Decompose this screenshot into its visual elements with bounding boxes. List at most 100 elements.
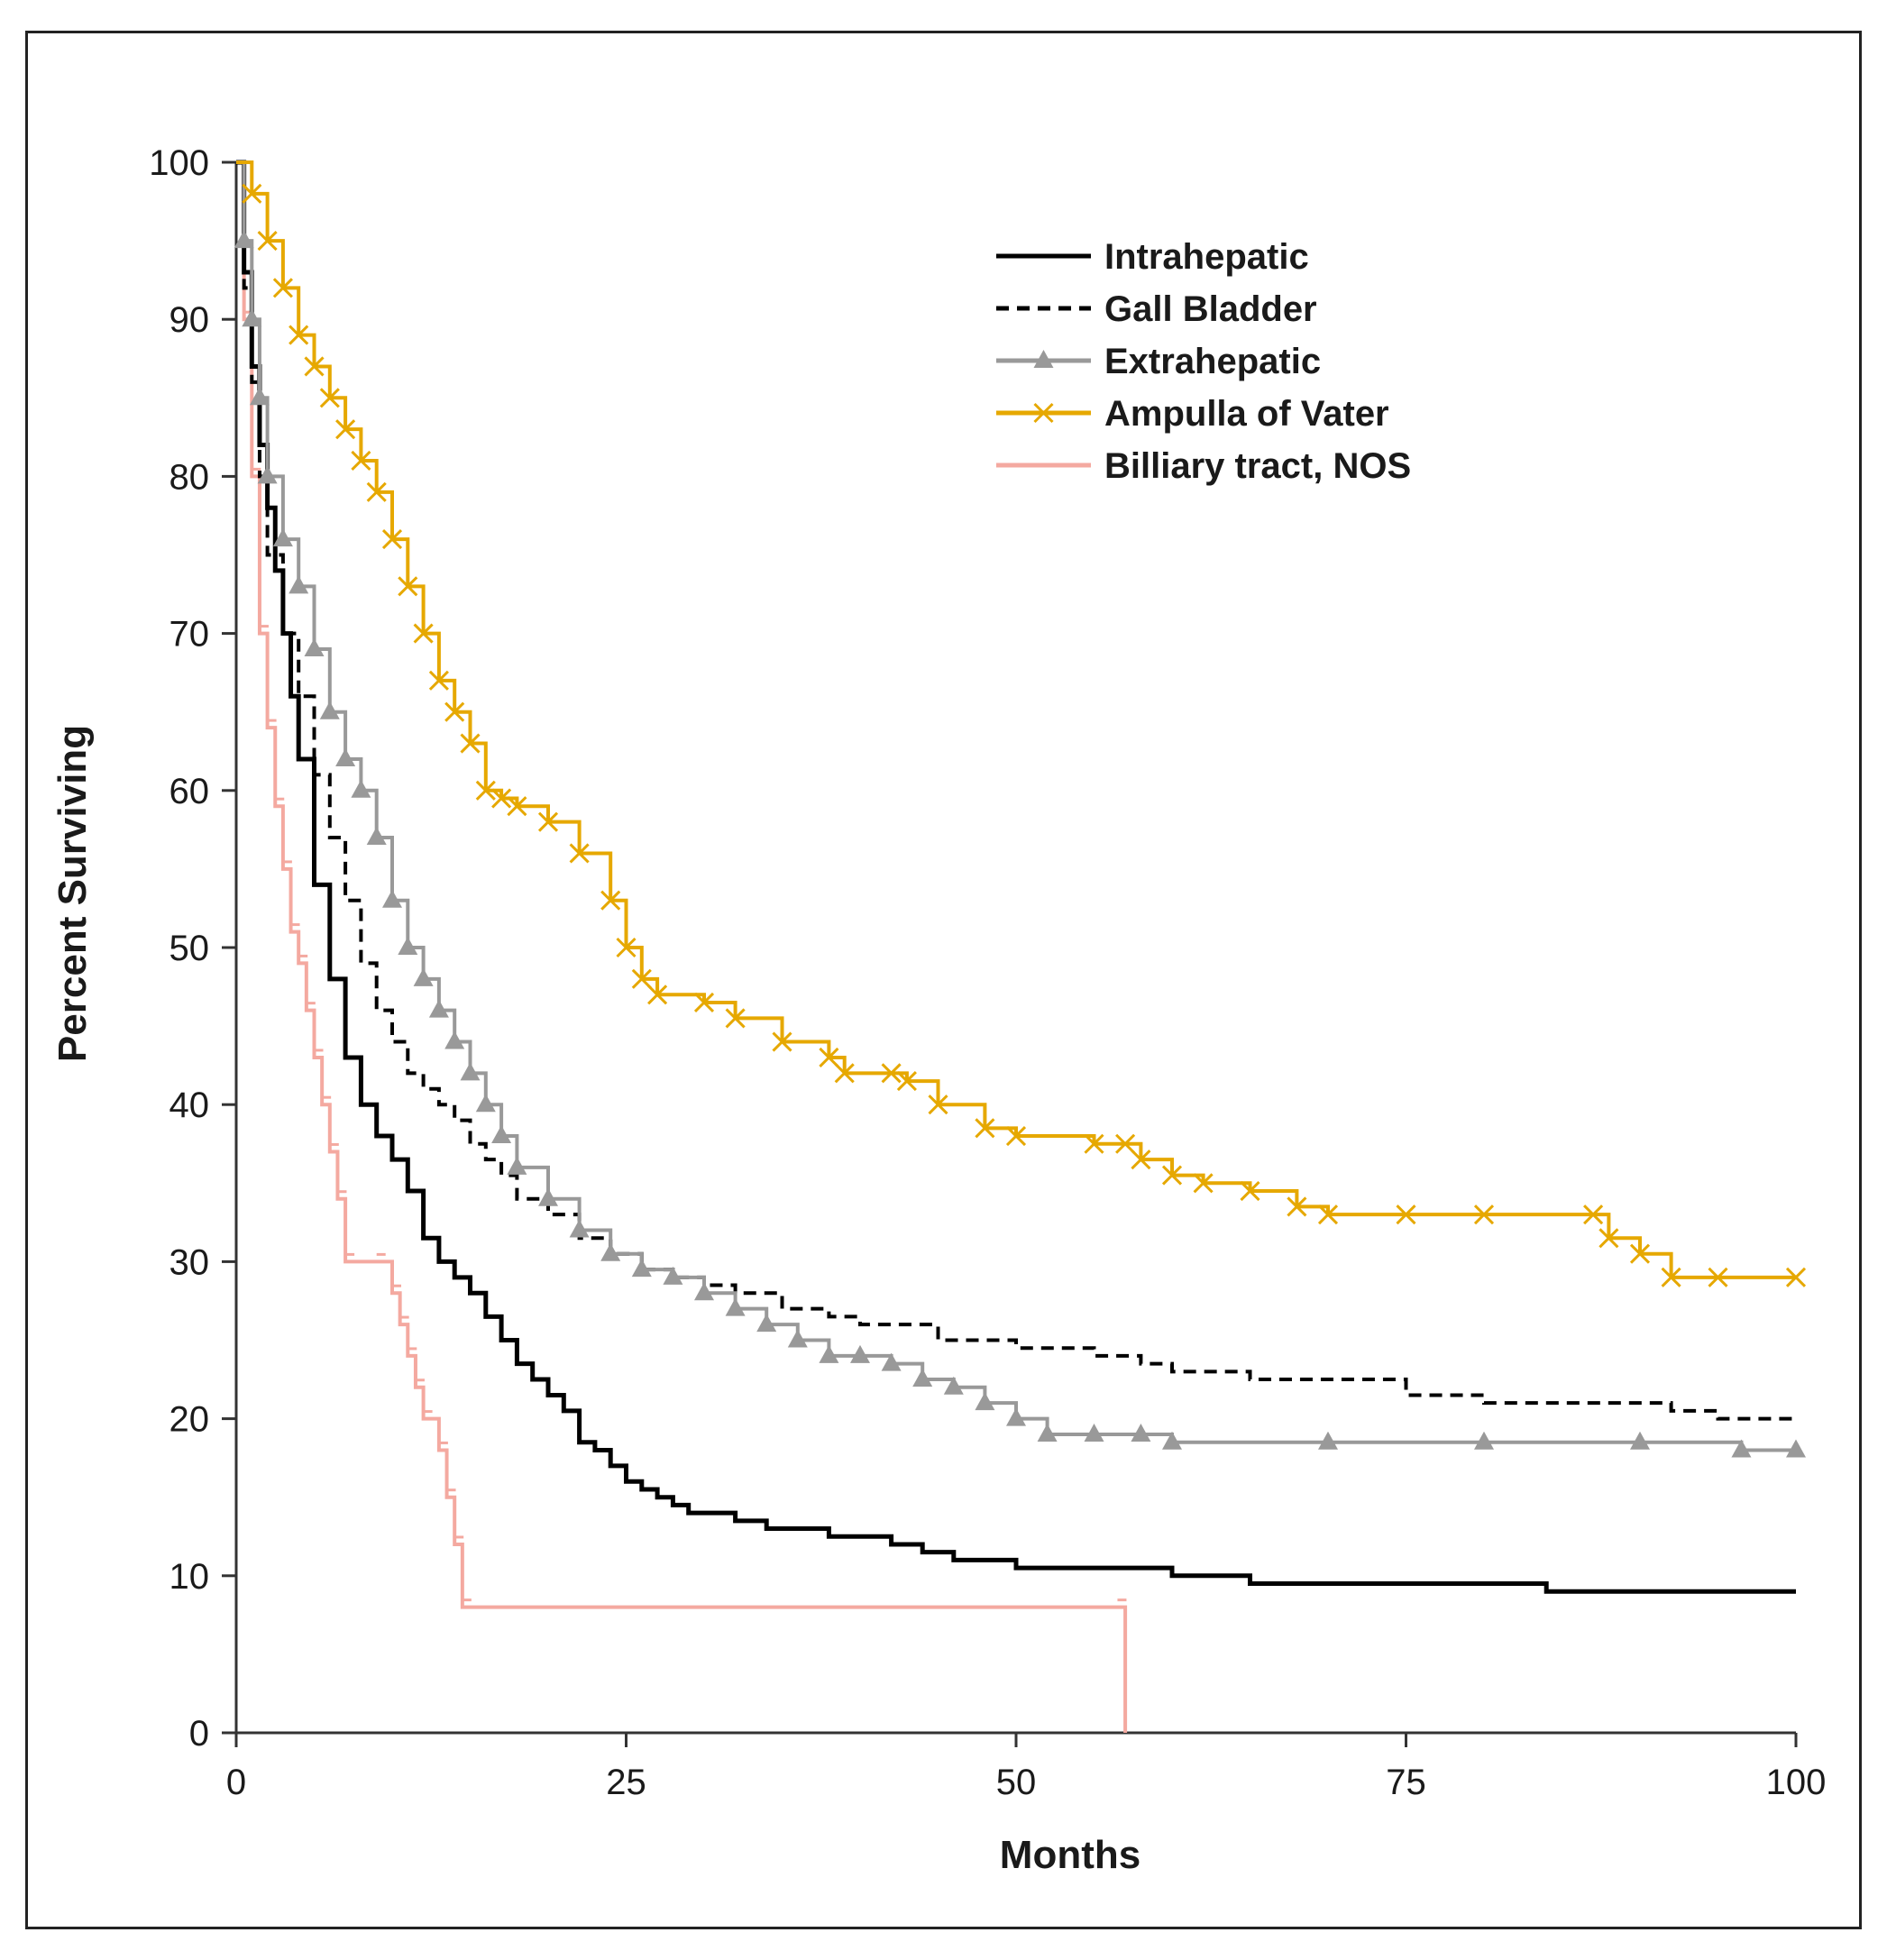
data-point	[928, 1094, 948, 1115]
series-billiary-tract-nos	[236, 160, 1128, 1733]
data-point	[1786, 1439, 1806, 1458]
data-point	[1287, 1196, 1307, 1217]
data-point	[398, 576, 418, 597]
data-point	[304, 356, 325, 377]
data-point	[787, 1329, 808, 1348]
data-point	[1708, 1267, 1728, 1287]
series-intrahepatic	[236, 160, 1796, 1594]
data-point	[413, 623, 434, 644]
data-point	[257, 231, 278, 252]
data-point	[1115, 1133, 1136, 1154]
data-point	[647, 985, 668, 1005]
data-point	[491, 788, 512, 809]
data-point	[834, 1063, 855, 1084]
data-point	[1731, 1439, 1752, 1458]
y-tick-label: 80	[169, 457, 210, 497]
data-point	[1037, 1424, 1058, 1443]
data-point	[725, 1297, 746, 1316]
series-ampulla-of-vater	[236, 160, 1807, 1287]
data-point	[381, 529, 403, 550]
series-line-ampulla-of-vater	[236, 160, 1796, 1279]
series-extrahepatic	[234, 160, 1806, 1458]
series-line-billiary-tract-nos	[236, 160, 1128, 1733]
y-tick-label: 0	[189, 1714, 209, 1754]
y-tick-label: 60	[169, 772, 210, 811]
axes: 0 25 50 75 100 0 10 20 30 40 50 60 70 80 90 100	[149, 143, 1826, 1802]
data-point	[366, 481, 387, 502]
legend-label-billiary-tract: Billiary tract, NOS	[1104, 446, 1411, 486]
data-point	[975, 1118, 995, 1139]
data-point	[1396, 1204, 1416, 1225]
data-point	[850, 1344, 870, 1363]
data-point	[1473, 1204, 1495, 1225]
y-tick-label: 40	[169, 1085, 210, 1125]
data-point	[1131, 1149, 1151, 1170]
data-point	[1006, 1407, 1026, 1426]
data-point	[1193, 1173, 1214, 1194]
data-point	[631, 968, 652, 989]
legend-label-intrahepatic: Intrahepatic	[1104, 237, 1309, 277]
x-tick-label: 100	[1766, 1763, 1827, 1802]
data-point	[304, 638, 325, 657]
data-point	[1240, 1180, 1260, 1202]
legend-label-ampulla-of-vater: Ampulla of Vater	[1104, 394, 1389, 434]
y-tick-label: 70	[169, 615, 210, 655]
x-tick-label: 75	[1386, 1763, 1426, 1802]
data-point	[1161, 1165, 1183, 1186]
data-point	[272, 278, 293, 298]
legend-item-intrahepatic: Intrahepatic	[996, 237, 1309, 277]
y-tick-label: 30	[169, 1242, 210, 1282]
chart-frame	[25, 31, 1862, 1929]
legend-marker-x	[1033, 402, 1054, 424]
data-point	[507, 1156, 527, 1175]
y-tick-label: 20	[169, 1400, 210, 1440]
data-point	[1630, 1431, 1650, 1450]
data-point	[756, 1314, 777, 1333]
data-point	[398, 937, 418, 955]
data-point	[538, 1187, 558, 1206]
series-line-gall-bladder	[236, 160, 1796, 1421]
data-point	[507, 796, 527, 817]
legend-item-ampulla-of-vater: Ampulla of Vater	[996, 394, 1389, 434]
data-point	[694, 1282, 714, 1301]
legend: Intrahepatic Gall Bladder Extrahepatic A…	[996, 237, 1411, 486]
y-tick-label: 50	[169, 929, 210, 968]
data-point	[289, 325, 309, 345]
data-point	[1474, 1431, 1494, 1450]
data-point	[366, 827, 387, 846]
x-tick-label: 50	[996, 1763, 1037, 1802]
data-point	[234, 230, 254, 249]
data-point	[1162, 1431, 1182, 1450]
data-point	[1131, 1424, 1151, 1443]
data-point	[881, 1063, 902, 1084]
series-line-extrahepatic	[236, 160, 1796, 1452]
x-ticks: 0 25 50 75 100	[226, 1733, 1827, 1802]
x-axis-title: Months	[1000, 1833, 1140, 1877]
data-point	[249, 387, 270, 406]
y-axis-title: Percent Surviving	[50, 725, 95, 1062]
data-point	[819, 1344, 839, 1363]
data-point	[351, 450, 371, 472]
data-point	[819, 1047, 839, 1068]
data-point	[1084, 1424, 1104, 1443]
legend-label-gall-bladder: Gall Bladder	[1104, 289, 1317, 329]
data-point	[460, 1062, 481, 1081]
series-gall-bladder	[236, 160, 1796, 1421]
y-tick-label: 90	[169, 300, 210, 340]
data-point	[382, 889, 402, 908]
data-point	[491, 1125, 512, 1144]
legend-item-extrahepatic: Extrahepatic	[996, 342, 1321, 381]
series-line-intrahepatic	[236, 160, 1796, 1594]
data-point	[413, 967, 434, 986]
data-point	[1598, 1228, 1619, 1249]
x-tick-label: 0	[226, 1763, 246, 1802]
data-point	[537, 811, 559, 832]
data-point	[1084, 1133, 1104, 1154]
data-point	[1785, 1267, 1807, 1287]
y-tick-label: 10	[169, 1557, 210, 1597]
legend-item-gall-bladder: Gall Bladder	[996, 289, 1317, 329]
data-point	[460, 733, 481, 754]
data-point	[428, 670, 449, 691]
data-point	[242, 308, 262, 327]
